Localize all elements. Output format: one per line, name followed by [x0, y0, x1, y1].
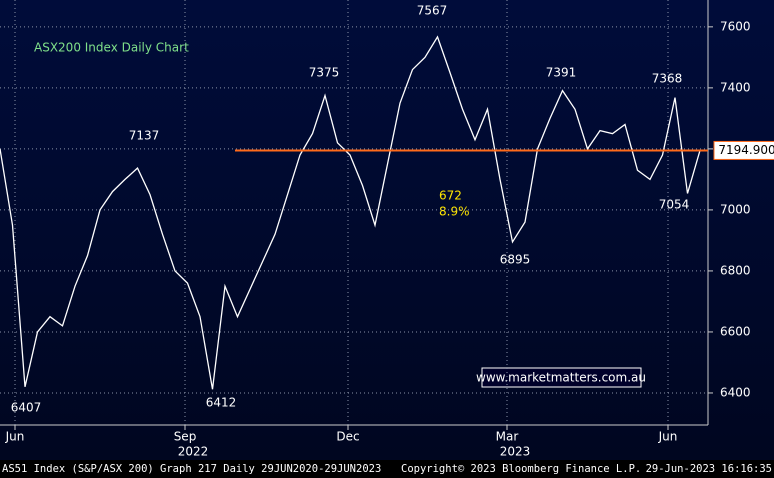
year-label: 2022 — [178, 445, 209, 459]
annotation: 6895 — [500, 253, 531, 267]
y-tick-label: 6400 — [720, 385, 751, 399]
y-tick-label: 7000 — [720, 202, 751, 216]
watermark: www.marketmatters.com.au — [476, 371, 646, 385]
x-tick-label: Jun — [658, 430, 678, 444]
footer-left: AS51 Index (S&P/ASX 200) Graph 217 Daily… — [2, 463, 381, 475]
x-tick-label: Jun — [5, 430, 25, 444]
level-box — [713, 140, 774, 160]
annotation: 7391 — [546, 66, 577, 80]
y-tick-label: 7400 — [720, 80, 751, 94]
footer-time: 29-Jun-2023 16:16:35 — [646, 463, 772, 475]
x-tick-label: Sep — [174, 430, 197, 444]
annotation: 7054 — [659, 198, 690, 212]
price-line — [0, 35, 701, 390]
footer-bar — [0, 460, 774, 478]
footer-copyright: Copyright© 2023 Bloomberg Finance L.P. — [401, 463, 641, 475]
level-label: 7194.900 — [718, 143, 774, 157]
annotation: 6407 — [11, 401, 42, 415]
annotation: 7137 — [129, 129, 160, 143]
year-label: 2023 — [500, 445, 531, 459]
move-percent: 8.9% — [439, 205, 470, 219]
annotation: 7368 — [652, 72, 683, 86]
move-points: 672 — [439, 189, 462, 203]
y-tick-label: 6600 — [720, 324, 751, 338]
watermark-box — [481, 367, 642, 388]
chart-title: ASX200 Index Daily Chart — [34, 41, 189, 55]
x-tick-label: Mar — [496, 430, 519, 444]
background — [0, 0, 774, 460]
y-tick-label: 7600 — [720, 19, 751, 33]
annotation: 7567 — [417, 4, 448, 18]
y-tick-label: 6800 — [720, 263, 751, 277]
annotation: 7375 — [309, 66, 340, 80]
x-tick-label: Dec — [336, 430, 359, 444]
annotation: 6412 — [206, 396, 237, 410]
